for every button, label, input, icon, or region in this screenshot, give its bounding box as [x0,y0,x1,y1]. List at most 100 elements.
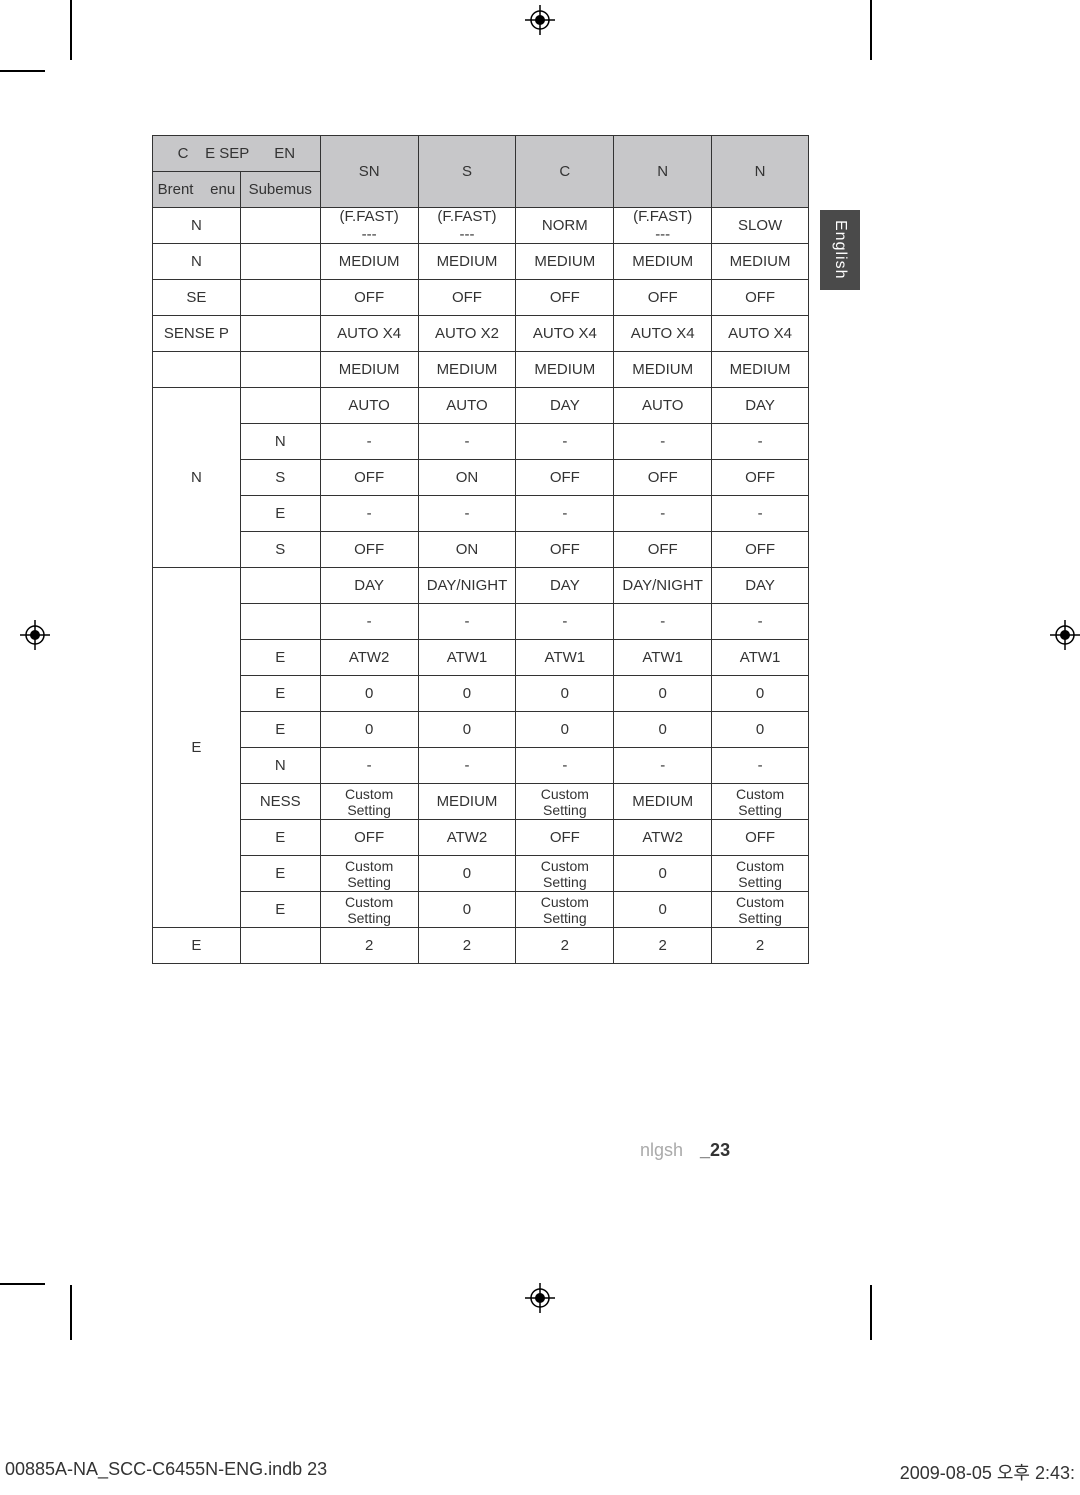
table-cell: - [320,604,418,640]
table-cell: OFF [320,460,418,496]
table-cell: - [320,496,418,532]
col-header: N [614,136,712,208]
table-cell: OFF [320,820,418,856]
table-cell: AUTO [320,388,418,424]
table-cell: OFF [614,460,712,496]
col-header: SN [320,136,418,208]
table-cell: E [240,640,320,676]
header-parent: Brent enu [153,172,241,208]
table-cell: DAY [516,568,614,604]
table-cell: N [240,748,320,784]
table-cell: MEDIUM [614,352,712,388]
table-cell: AUTO [614,388,712,424]
table-cell: E [240,712,320,748]
table-cell: NESS [240,784,320,820]
table-cell: 2 [516,928,614,964]
table-cell: - [614,496,712,532]
table-row: EDAYDAY/NIGHTDAYDAY/NIGHTDAY [153,568,809,604]
col-header: S [418,136,516,208]
table-cell: SLOW [712,208,809,244]
table-cell: N [153,244,241,280]
table-cell: E [153,568,241,928]
table-cell: SENSE P [153,316,241,352]
table-cell: Custom Setting [516,784,614,820]
table-cell: E [153,928,241,964]
table-header-row: C E SEP EN SN S C N N [153,136,809,172]
crop-mark [0,70,45,72]
table-cell: Custom Setting [320,892,418,928]
table-cell: 2 [712,928,809,964]
table-cell: AUTO X4 [712,316,809,352]
table-cell [240,568,320,604]
table-cell: Custom Setting [516,856,614,892]
table-cell: MEDIUM [516,352,614,388]
table-cell: ATW1 [614,640,712,676]
table-cell: AUTO [418,388,516,424]
table-cell: 2 [614,928,712,964]
file-name: 00885A-NA_SCC-C6455N-ENG.indb 23 [5,1459,327,1485]
table-cell [153,352,241,388]
table-cell: OFF [712,532,809,568]
registration-mark-icon [20,620,50,657]
table-cell: OFF [320,532,418,568]
table-row: SENSE PAUTO X4AUTO X2AUTO X4AUTO X4AUTO … [153,316,809,352]
table-cell: MEDIUM [712,244,809,280]
hdr-c: EN [274,145,295,162]
table-cell: 0 [516,676,614,712]
table-row: E----- [153,496,809,532]
table-cell: 2 [320,928,418,964]
table-cell: 0 [320,676,418,712]
table-cell: S [240,460,320,496]
table-cell: MEDIUM [614,784,712,820]
table-row: SEOFFOFFOFFOFFOFF [153,280,809,316]
table-cell: 0 [418,676,516,712]
table-cell: (F.FAST)--- [614,208,712,244]
table-cell: 0 [614,892,712,928]
table-row: NAUTOAUTODAYAUTODAY [153,388,809,424]
table-cell: N [153,388,241,568]
table-row: ECustom Setting0Custom Setting0Custom Se… [153,856,809,892]
table-cell: E [240,820,320,856]
col-header: N [712,136,809,208]
registration-mark-icon [525,5,555,42]
table-cell: - [516,604,614,640]
crop-mark [0,1283,45,1285]
table-cell: ATW2 [418,820,516,856]
table-cell: - [418,424,516,460]
table-cell: 0 [712,712,809,748]
table-cell: ATW2 [320,640,418,676]
table-cell: 0 [516,712,614,748]
table-cell: - [418,496,516,532]
footer-text: nlgsh [640,1140,683,1160]
table-cell: OFF [418,280,516,316]
table-row: EOFFATW2OFFATW2OFF [153,820,809,856]
table-cell: Custom Setting [320,784,418,820]
table-row: NMEDIUMMEDIUMMEDIUMMEDIUMMEDIUM [153,244,809,280]
table-cell: DAY [516,388,614,424]
table-cell: OFF [516,532,614,568]
table-cell: E [240,496,320,532]
table-cell: OFF [516,460,614,496]
table-cell [240,388,320,424]
table-cell: ON [418,532,516,568]
table-cell: OFF [712,280,809,316]
table-cell: - [614,604,712,640]
table-cell: - [516,496,614,532]
language-tab: English [820,210,860,290]
table-cell: 0 [320,712,418,748]
registration-mark-icon [1050,620,1080,657]
table-cell [240,604,320,640]
table-cell: DAY [320,568,418,604]
table-cell: ATW1 [712,640,809,676]
table-row: E22222 [153,928,809,964]
table-cell: DAY [712,388,809,424]
table-row: SOFFONOFFOFFOFF [153,532,809,568]
table-cell: MEDIUM [320,352,418,388]
table-row: N(F.FAST)---(F.FAST)---NORM(F.FAST)---SL… [153,208,809,244]
table-cell [240,208,320,244]
table-cell: 0 [712,676,809,712]
table-cell: (F.FAST)--- [320,208,418,244]
table-cell: - [712,604,809,640]
table-cell: 0 [418,712,516,748]
table-cell: MEDIUM [712,352,809,388]
